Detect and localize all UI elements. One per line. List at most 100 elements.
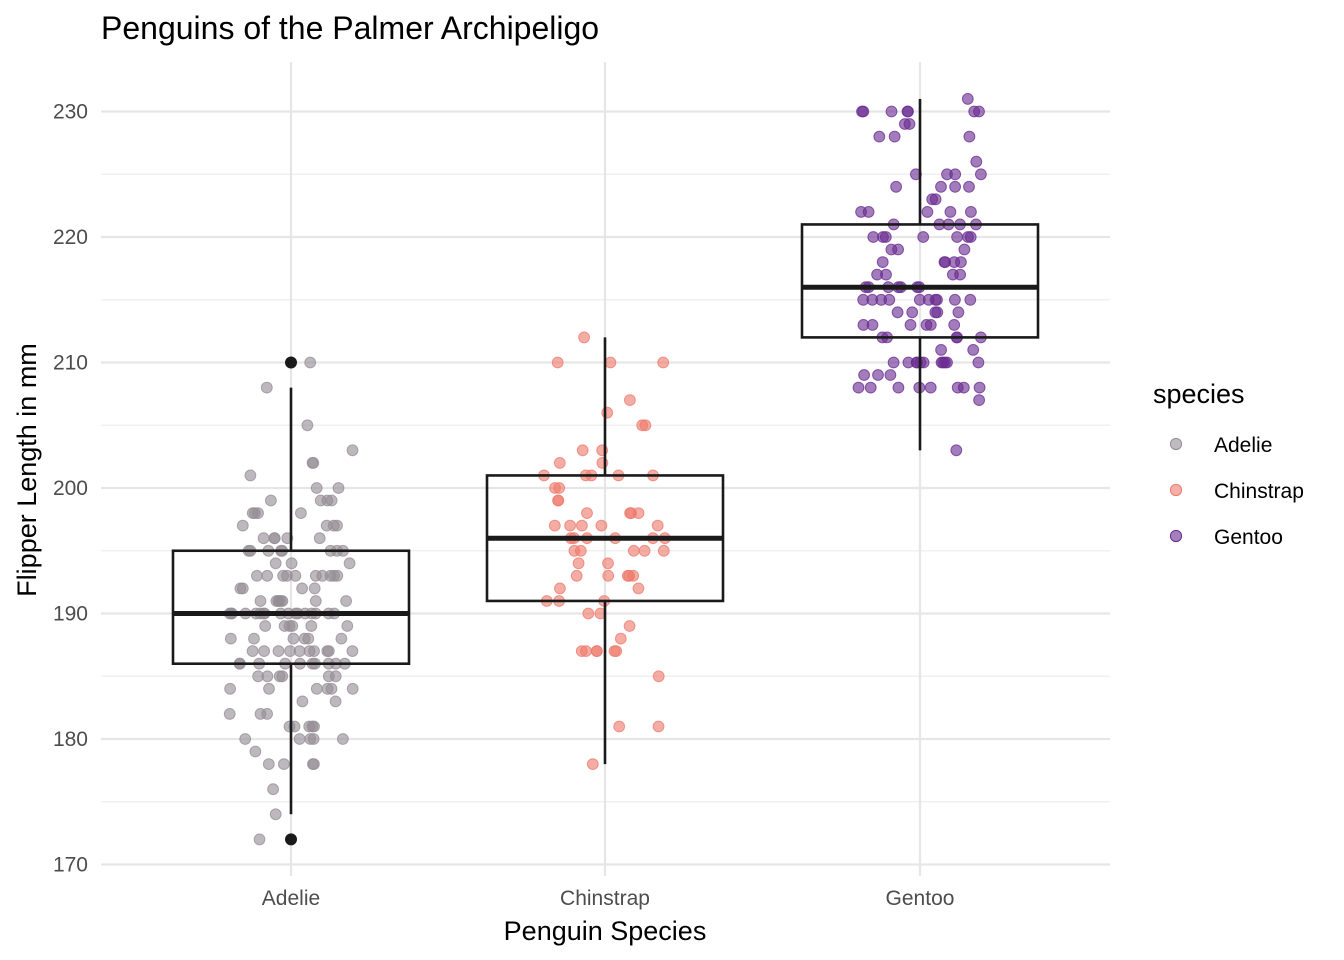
data-point	[604, 356, 617, 369]
data-point	[313, 532, 326, 545]
y-tick-label: 210	[53, 352, 88, 375]
data-point	[328, 569, 340, 582]
data-point	[949, 293, 961, 306]
y-tick-label: 230	[53, 101, 88, 124]
data-point	[259, 620, 272, 632]
data-point	[624, 507, 636, 519]
data-point	[623, 620, 636, 632]
y-tick-label: 180	[53, 728, 88, 751]
data-point	[852, 381, 865, 394]
legend-label: Adelie	[1214, 434, 1272, 457]
data-point	[224, 682, 237, 695]
data-point	[572, 557, 585, 570]
legend-label: Chinstrap	[1214, 480, 1304, 503]
legend-label: Gentoo	[1214, 526, 1283, 549]
data-point	[888, 130, 901, 143]
data-point	[972, 356, 985, 369]
data-point	[553, 482, 566, 494]
data-point	[277, 569, 290, 582]
data-point	[346, 645, 359, 657]
data-point	[269, 808, 282, 821]
data-point	[576, 519, 588, 532]
data-point	[551, 356, 564, 369]
data-point	[652, 720, 665, 733]
data-point	[554, 582, 566, 595]
data-point	[614, 632, 627, 645]
data-point	[610, 645, 623, 657]
data-point	[267, 783, 280, 796]
data-point	[944, 206, 957, 218]
data-point	[258, 645, 271, 657]
data-point	[879, 231, 892, 243]
legend-title: species	[1153, 379, 1245, 409]
data-point	[970, 155, 983, 168]
data-point	[621, 569, 634, 582]
data-point	[308, 758, 320, 770]
axis-ticks: 170 180 190 200 210 220 230 Adelie Chinstrap Gent…	[53, 101, 954, 911]
data-point	[941, 356, 953, 369]
data-point	[581, 507, 593, 519]
data-point	[251, 569, 263, 582]
data-point	[929, 193, 942, 206]
data-point	[872, 369, 884, 381]
data-point	[924, 381, 937, 394]
data-point	[268, 532, 281, 545]
data-point	[272, 645, 285, 657]
y-tick-label: 190	[53, 603, 88, 626]
x-tick-label: Chinstrap	[560, 887, 650, 910]
data-point	[949, 168, 962, 181]
data-point	[296, 695, 309, 708]
outlier-point	[285, 833, 297, 846]
data-point	[285, 557, 298, 570]
data-point	[906, 306, 919, 319]
data-point	[901, 105, 914, 118]
data-point	[858, 369, 870, 381]
data-point	[917, 231, 930, 243]
data-point	[278, 758, 290, 770]
data-point	[564, 519, 576, 532]
data-point	[296, 582, 309, 595]
data-point	[958, 243, 971, 256]
data-point	[939, 256, 952, 269]
data-point	[332, 482, 345, 494]
data-point	[973, 105, 985, 118]
data-point	[283, 720, 296, 733]
data-point	[335, 632, 348, 645]
data-point	[302, 632, 315, 645]
data-point	[340, 595, 353, 607]
data-point	[973, 381, 986, 394]
data-point	[306, 457, 319, 469]
data-point	[329, 695, 342, 708]
data-point	[935, 180, 947, 193]
data-point	[884, 369, 897, 381]
y-tick-label: 200	[53, 477, 88, 500]
data-point	[257, 532, 270, 545]
data-point	[346, 444, 359, 457]
data-point	[252, 670, 265, 683]
data-point	[638, 544, 651, 557]
data-point	[287, 632, 300, 645]
data-point	[892, 381, 905, 394]
data-point	[309, 569, 322, 582]
data-point	[570, 569, 583, 582]
data-point	[261, 569, 274, 582]
legend-key	[1169, 529, 1183, 543]
data-point	[876, 256, 889, 269]
data-point	[321, 494, 334, 507]
data-point	[337, 733, 349, 745]
data-point	[293, 733, 306, 745]
data-point	[890, 180, 902, 193]
data-point	[244, 469, 257, 482]
data-point	[963, 180, 975, 193]
data-point	[253, 833, 266, 846]
box	[800, 223, 1040, 339]
data-point	[575, 645, 588, 657]
legend-key	[1169, 437, 1183, 451]
x-tick-label: Adelie	[262, 887, 320, 910]
data-point	[343, 557, 356, 570]
data-point	[321, 645, 334, 657]
data-point	[624, 394, 636, 407]
data-point	[586, 758, 599, 770]
data-point	[310, 482, 323, 494]
